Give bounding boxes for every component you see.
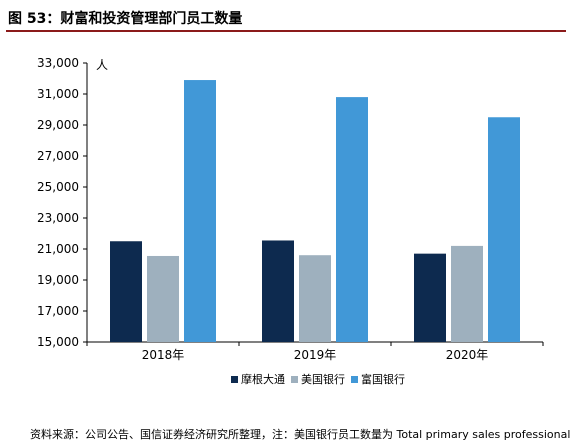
bar bbox=[299, 255, 331, 342]
bar bbox=[451, 245, 483, 342]
legend-swatch bbox=[351, 376, 358, 383]
y-tick-label: 29,000 bbox=[37, 118, 79, 132]
source-note: 资料来源：公司公告、国信证券经济研究所整理，注：美国银行员工数量为 Total … bbox=[30, 428, 570, 441]
y-tick-label: 33,000 bbox=[37, 56, 79, 70]
x-tick-label: 2019年 bbox=[294, 348, 337, 362]
y-tick-label: 27,000 bbox=[37, 149, 79, 163]
chart-bars bbox=[110, 80, 520, 343]
bar bbox=[110, 241, 142, 342]
legend-label: 美国银行 bbox=[301, 372, 345, 386]
figure-title: 图 53：财富和投资管理部门员工数量 bbox=[6, 8, 566, 32]
chart-axes: 15,000 17,000 19,000 21,000 23,000 25,000 27,0… bbox=[37, 56, 544, 362]
y-tick-label: 21,000 bbox=[37, 242, 79, 256]
y-tick-label: 17,000 bbox=[37, 304, 79, 318]
x-tick-label: 2018年 bbox=[142, 348, 185, 362]
legend-swatch bbox=[231, 376, 238, 383]
bar bbox=[184, 80, 216, 343]
legend-swatch bbox=[291, 376, 298, 383]
x-tick-label: 2020年 bbox=[446, 348, 489, 362]
y-tick-label: 25,000 bbox=[37, 180, 79, 194]
legend-label: 摩根大通 bbox=[241, 372, 285, 386]
bar bbox=[147, 255, 179, 342]
chart-legend: 摩根大通 美国银行 富国银行 bbox=[231, 372, 405, 386]
bar bbox=[336, 97, 368, 342]
legend-label: 富国银行 bbox=[361, 372, 405, 386]
bar bbox=[262, 240, 294, 342]
y-tick-label: 31,000 bbox=[37, 87, 79, 101]
y-tick-label: 19,000 bbox=[37, 273, 79, 287]
bar bbox=[488, 117, 520, 342]
bar bbox=[414, 253, 446, 342]
y-tick-label: 23,000 bbox=[37, 211, 79, 225]
y-tick-label: 15,000 bbox=[37, 335, 79, 349]
bar-chart: 15,000 17,000 19,000 21,000 23,000 25,000 27,0… bbox=[37, 56, 544, 386]
y-axis-unit-label: 人 bbox=[96, 58, 108, 72]
